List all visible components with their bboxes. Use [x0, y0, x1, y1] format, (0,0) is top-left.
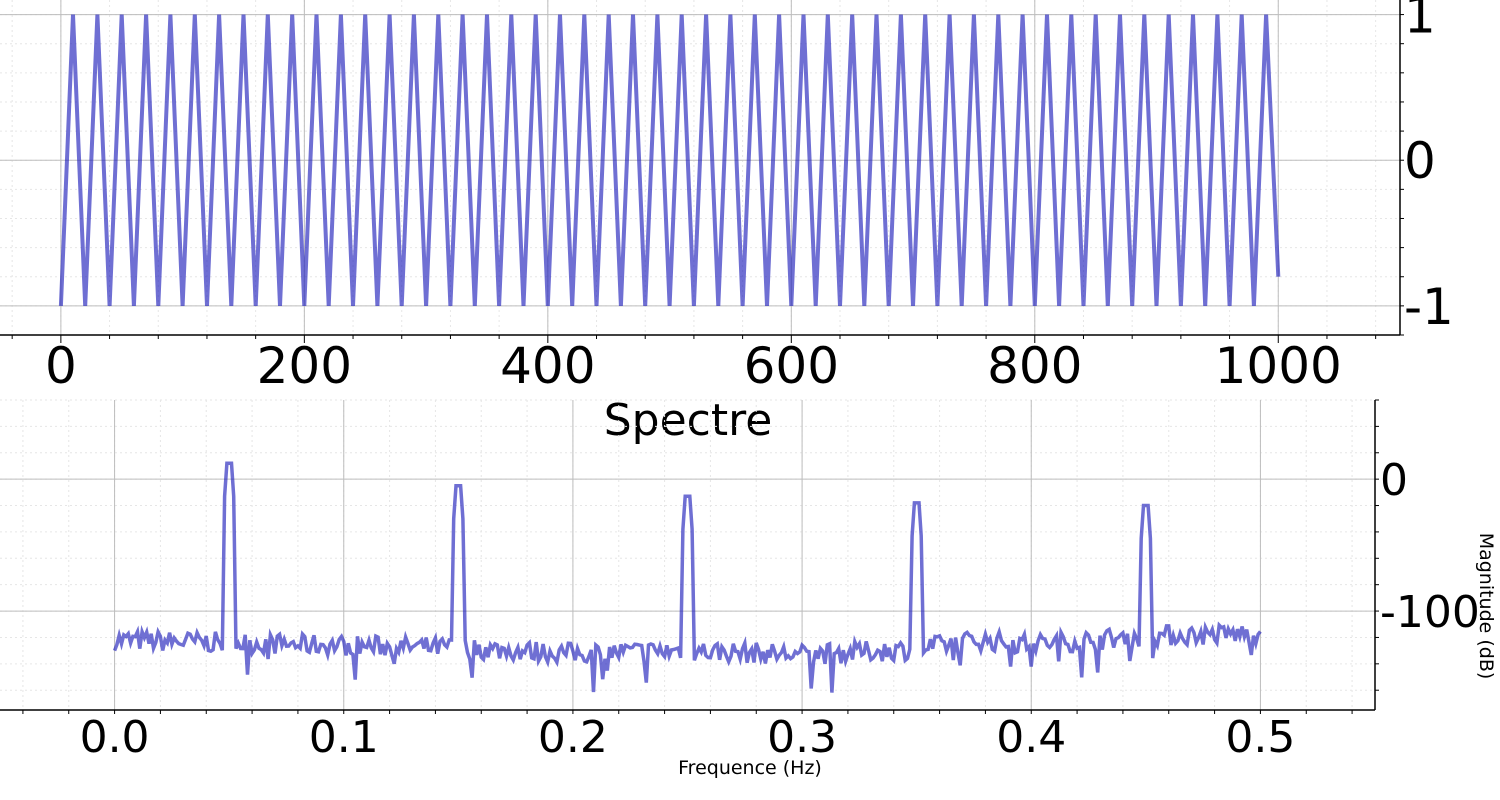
bottom-x-tick-label: 0.2	[538, 712, 608, 763]
time-signal-chart: 0 200 400 600 800 1000 1 0 -1	[0, 0, 1454, 395]
top-series	[58, 14, 1281, 306]
top-x-tick-label: 800	[987, 337, 1082, 395]
top-x-tick-label: 400	[500, 337, 595, 395]
top-y-tick-label: 0	[1404, 132, 1436, 190]
bottom-x-tick-label: 0.5	[1225, 712, 1295, 763]
bottom-series-line	[112, 461, 1262, 693]
bottom-x-tick-label: 0.0	[80, 712, 150, 763]
spectrum-title: Spectre	[604, 395, 773, 446]
spectrum-y-axis-label: Magnitude (dB)	[1475, 533, 1497, 680]
top-x-tick-label: 600	[744, 337, 839, 395]
top-y-tick-label: 1	[1404, 0, 1436, 45]
bottom-axes: 0.0 0.1 0.2 0.3 0.4 0.5 0 -100	[0, 399, 1480, 763]
spectrum-chart: Spectre 0.0 0.1 0.2 0.3 0.4 0.5 0 -100 Frequenc…	[0, 395, 1497, 779]
bottom-series	[112, 461, 1262, 693]
top-x-tick-label: 200	[257, 337, 352, 395]
bottom-grid	[0, 399, 1375, 710]
top-series-line	[58, 14, 1281, 306]
bottom-y-tick-label: -100	[1380, 587, 1480, 638]
top-y-tick-label: -1	[1404, 278, 1454, 336]
top-x-tick-label: 0	[45, 337, 77, 395]
spectrum-x-axis-label: Frequence (Hz)	[678, 757, 822, 779]
bottom-x-tick-label: 0.4	[996, 712, 1066, 763]
top-axes: 0 200 400 600 800 1000 1 0 -1	[0, 0, 1454, 395]
bottom-x-tick-label: 0.3	[767, 712, 837, 763]
bottom-y-tick-label: 0	[1380, 455, 1408, 506]
bottom-x-tick-label: 0.1	[309, 712, 379, 763]
top-x-tick-label: 1000	[1215, 337, 1342, 395]
